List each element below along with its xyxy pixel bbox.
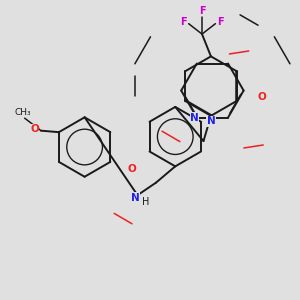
Text: O: O [30, 124, 39, 134]
Text: H: H [142, 197, 149, 207]
Text: F: F [199, 6, 205, 16]
Text: N: N [190, 112, 199, 123]
Text: CH₃: CH₃ [15, 108, 31, 117]
Text: F: F [180, 17, 187, 27]
Text: N: N [131, 193, 140, 202]
Text: O: O [127, 164, 136, 174]
Text: N: N [207, 116, 215, 126]
Text: O: O [258, 92, 266, 101]
Text: F: F [218, 17, 224, 27]
